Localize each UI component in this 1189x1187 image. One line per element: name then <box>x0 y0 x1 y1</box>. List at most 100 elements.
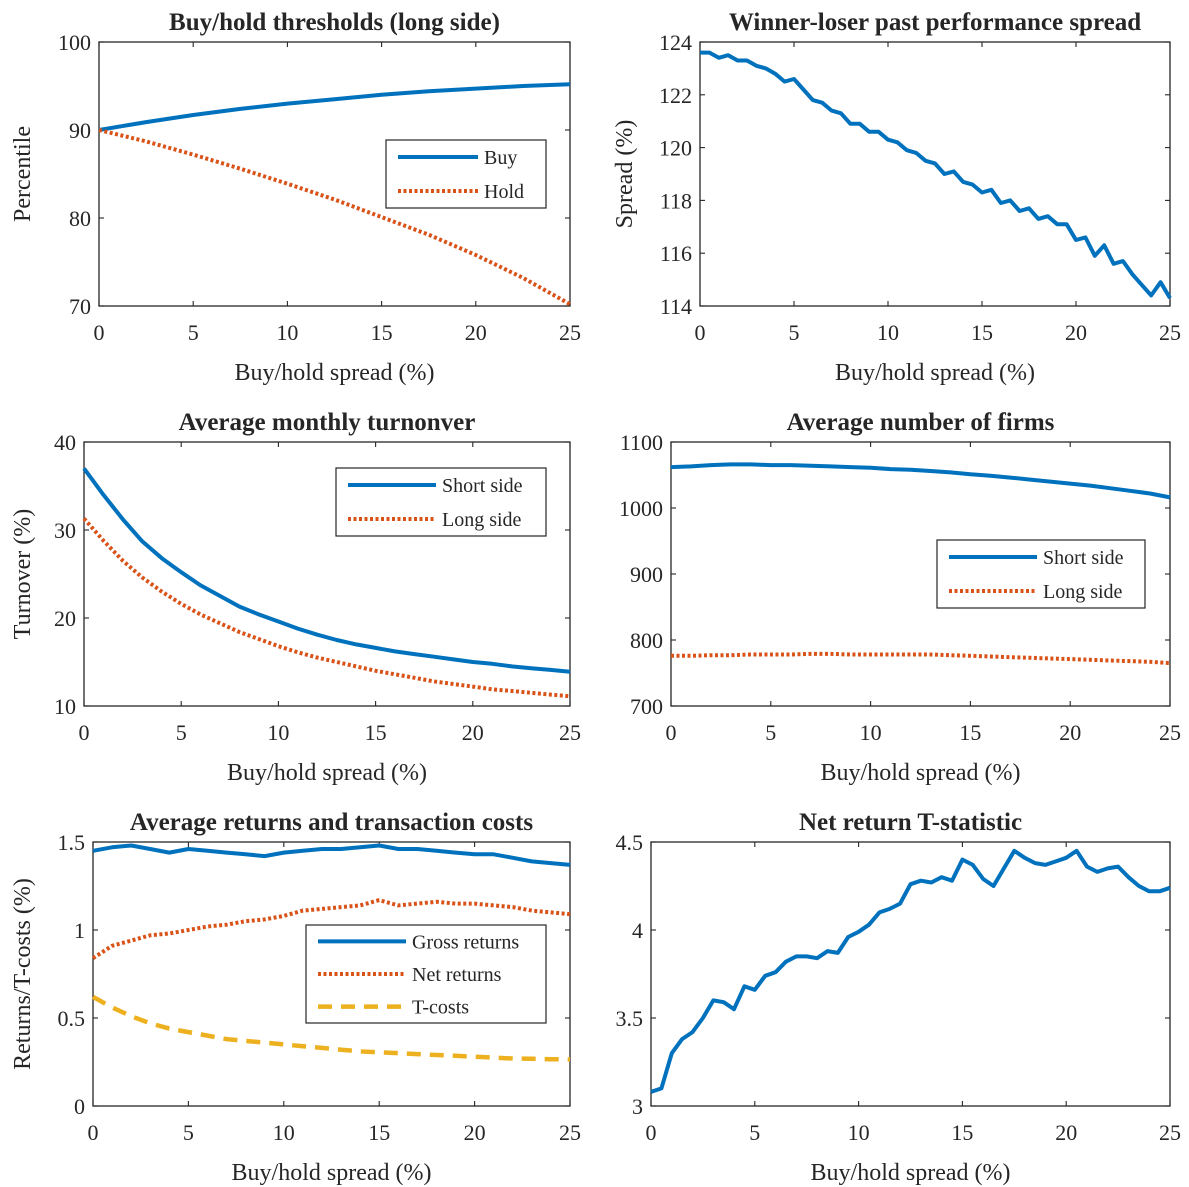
legend-label: T-costs <box>412 997 469 1019</box>
x-axis-label: Buy/hold spread (%) <box>232 1160 432 1186</box>
legend-label: Short side <box>442 475 523 497</box>
plot-frame <box>98 41 571 307</box>
x-axis-label: Buy/hold spread (%) <box>835 360 1035 386</box>
y-tick-label: 116 <box>660 241 692 266</box>
legend-box <box>385 139 547 209</box>
series-line <box>91 898 571 960</box>
series-line <box>700 50 1172 300</box>
legend-box <box>936 539 1146 609</box>
chart-title: Average number of firms <box>787 409 1055 436</box>
x-tick-label: 20 <box>464 1120 486 1145</box>
chart-title: Buy/hold thresholds (long side) <box>169 9 500 36</box>
plot-frame <box>699 41 1171 307</box>
y-tick-label: 118 <box>660 188 692 213</box>
x-axis-label: Buy/hold spread (%) <box>235 360 435 386</box>
y-tick-label: 3.5 <box>616 1006 644 1031</box>
x-tick-label: 10 <box>276 320 298 345</box>
x-tick-label: 0 <box>88 1120 99 1145</box>
chart-panel: 0 5 10 15 20 25 700 800 900 1000 1100 Average numbe… <box>619 409 1181 786</box>
x-tick-label: 5 <box>789 320 800 345</box>
x-tick-label: 15 <box>951 1120 973 1145</box>
x-axis-label: Buy/hold spread (%) <box>811 1160 1011 1186</box>
x-tick-label: 25 <box>1159 720 1181 745</box>
x-tick-label: 20 <box>465 320 487 345</box>
y-axis-label: Percentile <box>10 126 36 222</box>
x-tick-label: 25 <box>1159 1120 1181 1145</box>
series-line <box>92 843 571 867</box>
y-axis-label: Spread (%) <box>612 120 638 229</box>
series-line <box>98 128 571 306</box>
y-tick-label: 4 <box>632 918 643 943</box>
series-line <box>98 82 571 132</box>
y-tick-label: 1100 <box>620 430 663 455</box>
x-tick-label: 5 <box>188 320 199 345</box>
y-tick-label: 1000 <box>619 496 663 521</box>
x-tick-label: 15 <box>365 720 387 745</box>
legend: Gross returns Net returns T-costs <box>305 924 547 1024</box>
y-axis-label: Returns/T-costs (%) <box>10 878 36 1070</box>
x-tick-label: 25 <box>559 720 581 745</box>
x-tick-label: 20 <box>1059 720 1081 745</box>
x-tick-label: 0 <box>94 320 105 345</box>
y-tick-label: 0.5 <box>58 1006 86 1031</box>
y-tick-label: 90 <box>69 118 91 143</box>
chart-panel: 0 5 10 15 20 25 3 3.5 4 4.5 Net return T-statistic… <box>616 809 1182 1186</box>
plot-frame <box>92 841 571 1107</box>
legend-box <box>335 467 547 537</box>
y-tick-label: 80 <box>69 206 91 231</box>
legend-label: Net returns <box>412 964 502 986</box>
chart-panel: 0 5 10 15 20 25 10 20 30 40 Average monthly turnon… <box>10 409 581 786</box>
x-tick-label: 25 <box>559 1120 581 1145</box>
x-tick-label: 5 <box>765 720 776 745</box>
y-tick-label: 40 <box>54 430 76 455</box>
x-tick-label: 20 <box>1055 1120 1077 1145</box>
series-line <box>670 462 1171 500</box>
legend-label: Gross returns <box>412 931 519 953</box>
y-tick-label: 1.5 <box>58 830 86 855</box>
x-tick-label: 10 <box>848 1120 870 1145</box>
series-line <box>82 517 571 699</box>
y-tick-label: 120 <box>659 136 692 161</box>
y-tick-label: 20 <box>54 606 76 631</box>
y-tick-label: 30 <box>54 518 76 543</box>
plot-frame <box>83 441 571 707</box>
x-tick-label: 0 <box>646 1120 657 1145</box>
x-tick-label: 15 <box>971 320 993 345</box>
series-line <box>671 651 1171 666</box>
series-line <box>650 848 1171 1094</box>
plot-frame <box>650 841 1171 1107</box>
x-tick-label: 15 <box>371 320 393 345</box>
x-tick-label: 10 <box>267 720 289 745</box>
x-tick-label: 25 <box>559 320 581 345</box>
x-axis-label: Buy/hold spread (%) <box>821 760 1021 786</box>
y-tick-label: 0 <box>74 1094 85 1119</box>
y-tick-label: 114 <box>660 294 692 319</box>
y-tick-label: 4.5 <box>616 830 644 855</box>
y-tick-label: 800 <box>630 628 663 653</box>
x-tick-label: 10 <box>273 1120 295 1145</box>
y-tick-label: 124 <box>659 30 692 55</box>
chart-title: Net return T-statistic <box>799 809 1022 836</box>
chart-title: Winner-loser past performance spread <box>729 9 1141 36</box>
chart-panel: 0 5 10 15 20 25 70 80 90 100 Buy/hold thresholds (… <box>10 9 581 386</box>
x-tick-label: 0 <box>79 720 90 745</box>
y-axis-label: Turnover (%) <box>10 509 36 639</box>
x-tick-label: 0 <box>666 720 677 745</box>
legend-label: Short side <box>1043 547 1124 569</box>
x-tick-label: 20 <box>1065 320 1087 345</box>
chart-title: Average returns and transaction costs <box>130 809 533 836</box>
chart-title: Average monthly turnonver <box>179 409 476 436</box>
legend-label: Long side <box>1043 581 1123 603</box>
y-tick-label: 100 <box>58 30 91 55</box>
legend: Short side Long side <box>936 539 1146 609</box>
x-tick-label: 5 <box>749 1120 760 1145</box>
series-line <box>82 467 571 674</box>
legend-label: Hold <box>484 181 524 203</box>
x-tick-label: 5 <box>176 720 187 745</box>
chart-panel: 0 5 10 15 20 25 0 0.5 1 1.5 Average returns and tr… <box>10 809 581 1186</box>
x-tick-label: 15 <box>368 1120 390 1145</box>
x-tick-label: 5 <box>183 1120 194 1145</box>
chart-panel: 0 5 10 15 20 25 114 116 118 120 122 124 Winner-loser… <box>612 9 1181 386</box>
y-tick-label: 700 <box>630 694 663 719</box>
